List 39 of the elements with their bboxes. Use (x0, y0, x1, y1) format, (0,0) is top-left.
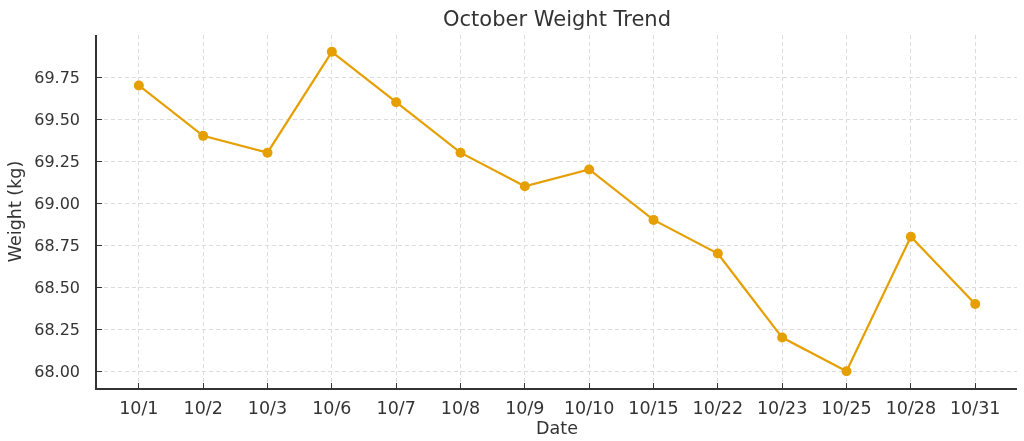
y-tick-label: 68.50 (34, 277, 81, 297)
chart-title: October Weight Trend (442, 7, 672, 32)
point (970, 298, 981, 309)
point (584, 164, 595, 175)
point (519, 181, 530, 192)
x-tick-label: 10/7 (376, 397, 416, 418)
point (455, 147, 466, 158)
x-tick-label: 10/8 (440, 397, 481, 418)
x-tick-label: 10/22 (692, 397, 744, 418)
point (712, 248, 723, 259)
x-tick-label: 10/25 (821, 397, 872, 418)
point (777, 332, 788, 343)
point (841, 366, 852, 377)
point (391, 97, 402, 108)
x-tick-label: 10/23 (756, 397, 808, 418)
y-tick-label: 69.50 (34, 109, 81, 129)
point (905, 231, 916, 242)
x-tick-label: 10/15 (628, 397, 679, 418)
x-tick-label: 10/10 (563, 397, 615, 418)
point (133, 80, 144, 91)
x-tick-label: 10/1 (119, 397, 159, 418)
x-tick-label: 10/6 (312, 397, 352, 418)
x-tick-label: 10/31 (949, 397, 1001, 418)
x-tick-label: 10/3 (247, 397, 288, 418)
y-tick-label: 68.00 (34, 361, 81, 381)
point (198, 130, 209, 141)
x-tick-label: 10/28 (885, 397, 937, 418)
point (262, 147, 273, 158)
y-tick-label: 68.75 (34, 235, 81, 255)
x-tick-label: 10/9 (505, 397, 545, 418)
y-tick-label: 69.75 (34, 67, 81, 87)
y-axis-title: Weight (kg) (5, 160, 26, 263)
y-tick-label: 68.25 (34, 319, 81, 339)
point (648, 214, 659, 225)
x-axis-title: Date (536, 417, 578, 438)
y-tick-label: 69.25 (34, 151, 81, 171)
y-tick-label: 69.00 (34, 193, 81, 213)
x-tick-label: 10/2 (183, 397, 223, 418)
point (326, 46, 337, 57)
